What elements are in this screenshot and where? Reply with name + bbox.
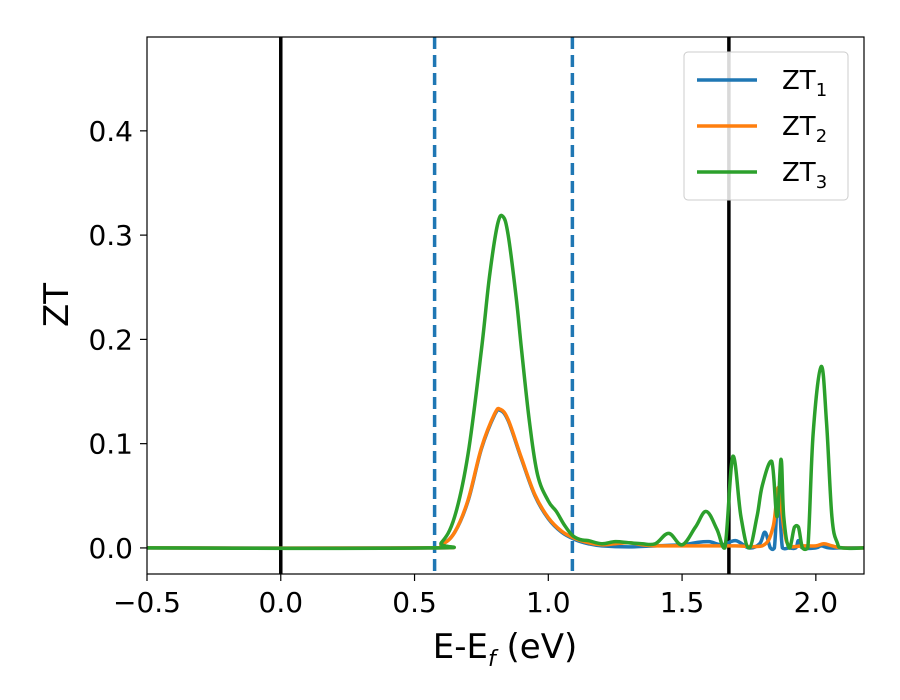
legend-box: [683, 51, 849, 201]
x-tick-label: 0.0: [259, 586, 304, 619]
series-line-zt3: [147, 213, 864, 552]
plot-frame: [146, 36, 865, 575]
series-layer: [147, 213, 864, 552]
legend: ZT1 ZT2 ZT3: [683, 51, 849, 201]
y-tick-label: 0.2: [88, 323, 133, 356]
x-tick-label: 0.5: [392, 586, 437, 619]
y-tick-label: 0.3: [88, 219, 133, 252]
x-axis-label-unit: (eV): [496, 627, 578, 667]
x-axis-ticks: −0.5 0.0 0.5 1.0 1.5 2.0: [113, 574, 838, 619]
legend-label-zt1: ZT1: [782, 66, 827, 101]
x-axis-label-main: E-E: [433, 627, 488, 667]
x-tick-label: −0.5: [113, 586, 181, 619]
legend-label-zt3: ZT3: [782, 158, 827, 193]
y-axis-label: ZT: [37, 283, 77, 327]
x-tick-label: 1.5: [660, 586, 705, 619]
x-tick-label: 2.0: [794, 586, 839, 619]
x-axis-label-subscript: f: [488, 647, 499, 672]
x-axis-label: E-Ef (eV): [433, 627, 578, 672]
y-tick-label: 0.1: [88, 428, 133, 461]
y-tick-label: 0.4: [88, 115, 133, 148]
x-tick-label: 1.0: [526, 586, 571, 619]
y-tick-label: 0.0: [88, 532, 133, 565]
y-axis-ticks: 0.0 0.1 0.2 0.3 0.4: [88, 115, 147, 565]
legend-label-zt2: ZT2: [782, 112, 827, 147]
